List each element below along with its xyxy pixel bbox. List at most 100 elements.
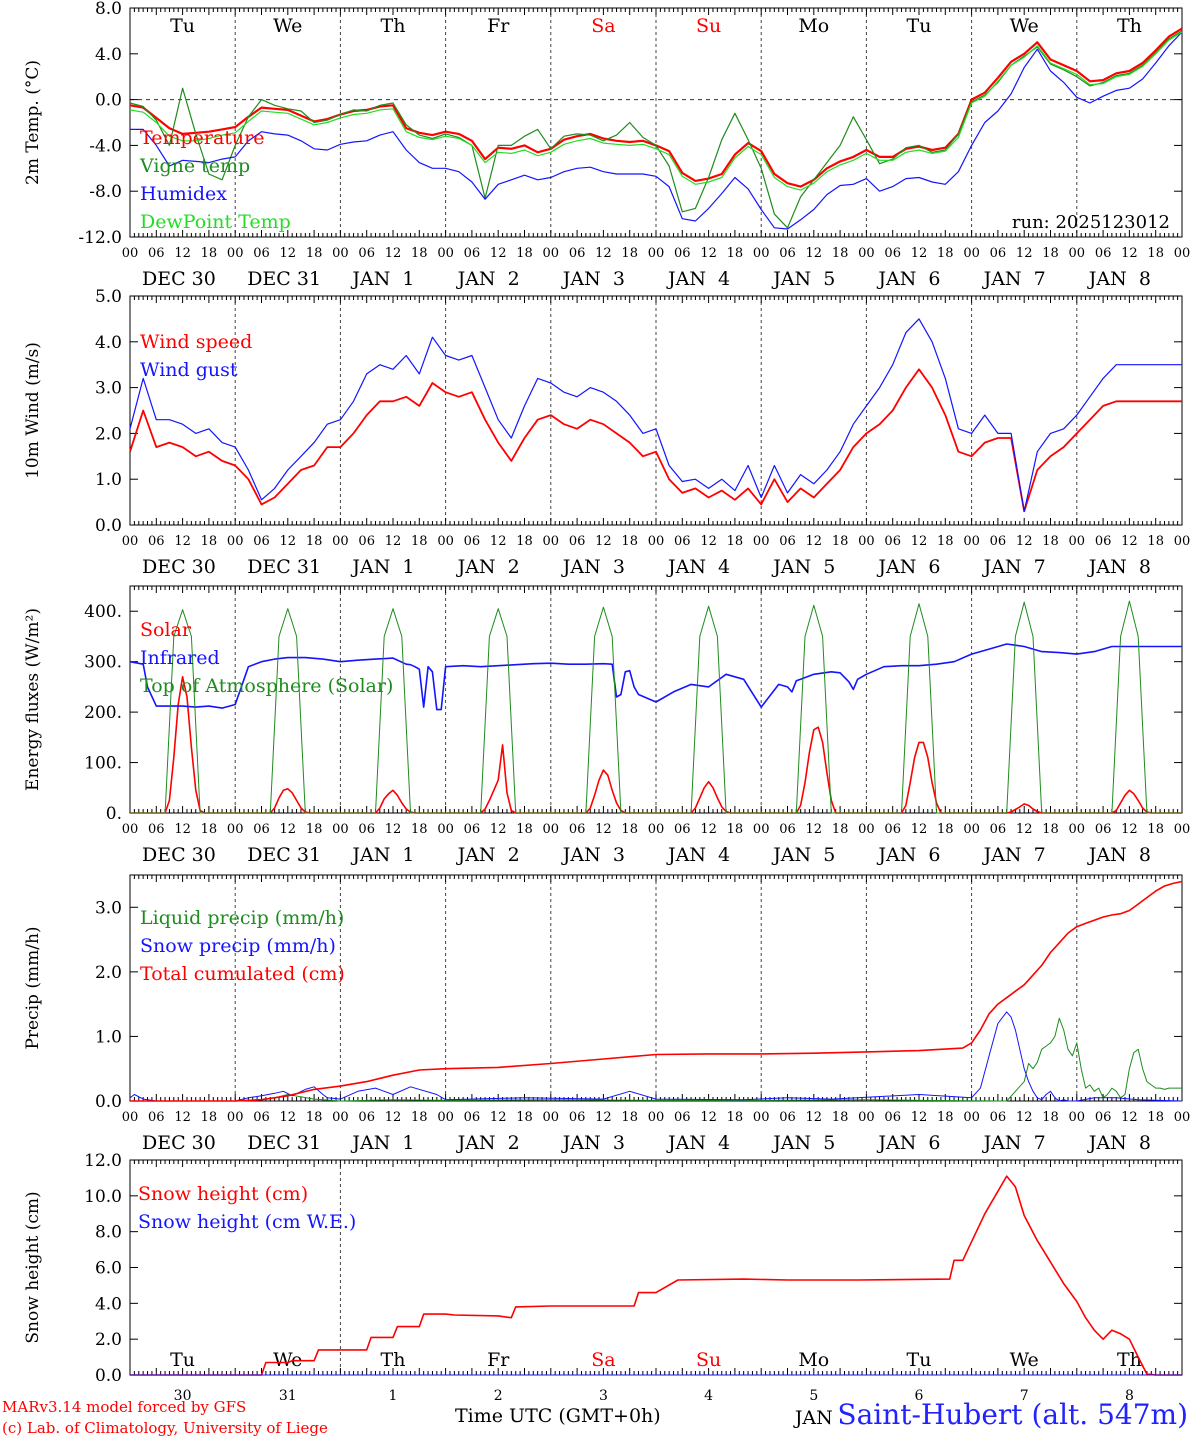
hour-tick-label: 06 bbox=[464, 534, 481, 549]
weekday-label: Th bbox=[381, 1349, 406, 1371]
hour-tick-label: 12 bbox=[595, 1110, 612, 1125]
tick-marks bbox=[129, 8, 1183, 237]
hour-tick-label: 18 bbox=[1042, 1110, 1059, 1125]
legend-entry: Vigne temp bbox=[139, 155, 250, 177]
y-tick-label: 100. bbox=[84, 754, 122, 774]
y-tick-label: 6.0 bbox=[95, 1259, 122, 1279]
hour-tick-label: 06 bbox=[884, 246, 901, 261]
hour-tick-label: 12 bbox=[1121, 1110, 1138, 1125]
series-line bbox=[129, 368, 1182, 513]
hour-tick-label: 00 bbox=[543, 534, 560, 549]
hour-tick-label: 00 bbox=[858, 822, 875, 837]
weekday-label: Th bbox=[381, 15, 406, 37]
hour-tick-label: 00 bbox=[332, 822, 349, 837]
y-tick-label: 400. bbox=[84, 602, 122, 622]
hour-tick-label: 18 bbox=[411, 1110, 428, 1125]
date-label: JAN 4 bbox=[666, 844, 730, 866]
date-label: JAN 8 bbox=[1087, 1132, 1151, 1154]
hour-tick-label: 00 bbox=[648, 1110, 665, 1125]
hour-tick-label: 00 bbox=[963, 1110, 980, 1125]
y-tick-label: -4.0 bbox=[89, 136, 122, 156]
date-label: JAN 6 bbox=[876, 844, 940, 866]
hour-tick-label: 00 bbox=[1069, 1110, 1086, 1125]
date-label: DEC 31 bbox=[247, 1132, 321, 1154]
hour-tick-label: 06 bbox=[569, 1110, 586, 1125]
hour-tick-label: 06 bbox=[674, 822, 691, 837]
y-tick-label: -8.0 bbox=[89, 182, 122, 202]
hour-tick-label: 18 bbox=[621, 246, 638, 261]
y-tick-label: 0.0 bbox=[95, 1092, 122, 1112]
hour-tick-label: 18 bbox=[1147, 1110, 1164, 1125]
hour-tick-label: 18 bbox=[832, 534, 849, 549]
hour-tick-label: 00 bbox=[1069, 822, 1086, 837]
y-tick-label: 200. bbox=[84, 703, 122, 723]
hour-tick-label: 18 bbox=[1042, 246, 1059, 261]
hour-tick-label: 06 bbox=[358, 534, 375, 549]
hour-tick-label: 06 bbox=[1095, 1110, 1112, 1125]
legend-entry: Total cumulated (cm) bbox=[140, 963, 345, 985]
hour-tick-label: 12 bbox=[1121, 822, 1138, 837]
month-label: JAN bbox=[793, 1407, 833, 1429]
hour-tick-label: 06 bbox=[148, 1110, 165, 1125]
date-label: JAN 2 bbox=[456, 556, 520, 578]
hour-tick-label: 18 bbox=[411, 246, 428, 261]
y-tick-label: 1.0 bbox=[95, 1027, 122, 1047]
hour-tick-label: 18 bbox=[937, 246, 954, 261]
panel-wind: 5.0 4.0 3.0 2.0 1.0 0.0 10m Wind (m/s) Wind spe… bbox=[23, 287, 1190, 578]
y-tick-label: 3.0 bbox=[95, 379, 122, 399]
hour-tick-label: 12 bbox=[1016, 246, 1033, 261]
hour-tick-label: 12 bbox=[700, 1110, 717, 1125]
hour-tick-label: 18 bbox=[201, 246, 218, 261]
y-tick-label: 300. bbox=[84, 653, 122, 673]
date-label: JAN 8 bbox=[1087, 844, 1151, 866]
x-axis-title: Time UTC (GMT+0h) bbox=[455, 1405, 661, 1427]
date-label: JAN 1 bbox=[350, 268, 414, 290]
hour-tick-label: 00 bbox=[858, 1110, 875, 1125]
hour-tick-label: 18 bbox=[1147, 246, 1164, 261]
hour-tick-label: 12 bbox=[806, 246, 823, 261]
hour-tick-label: 06 bbox=[884, 822, 901, 837]
hour-tick-label: 00 bbox=[963, 246, 980, 261]
y-tick-label: 2.0 bbox=[95, 1330, 122, 1350]
hour-tick-label: 12 bbox=[174, 246, 191, 261]
panel-temp: 8.0 4.0 0.0 -4.0 -8.0 -12.0 2m Temp. (°C) Tu We T… bbox=[23, 0, 1190, 290]
model-credit: MARv3.14 model forced by GFS bbox=[2, 1398, 247, 1416]
hour-tick-label: 06 bbox=[253, 822, 270, 837]
hour-tick-label: 00 bbox=[858, 246, 875, 261]
day-number-label: 4 bbox=[704, 1388, 713, 1404]
hour-tick-label: 00 bbox=[753, 534, 770, 549]
station-name: Saint-Hubert (alt. 547m) bbox=[837, 1398, 1188, 1431]
y-tick-label: 4.0 bbox=[95, 1294, 122, 1314]
date-label: DEC 31 bbox=[247, 268, 321, 290]
hour-tick-label: 06 bbox=[148, 822, 165, 837]
hour-tick-label: 06 bbox=[1095, 822, 1112, 837]
hour-tick-label: 00 bbox=[122, 534, 139, 549]
hour-tick-label: 12 bbox=[490, 534, 507, 549]
hour-tick-label: 06 bbox=[779, 822, 796, 837]
series-line bbox=[129, 31, 1183, 191]
series-line bbox=[129, 643, 1182, 711]
hour-tick-label: 12 bbox=[1121, 246, 1138, 261]
weekday-label: Tu bbox=[907, 15, 932, 37]
y-tick-label: 2.0 bbox=[95, 963, 122, 983]
weekday-label: Tu bbox=[907, 1349, 932, 1371]
day-number-label: 30 bbox=[174, 1388, 192, 1404]
date-label: DEC 30 bbox=[142, 268, 216, 290]
hour-tick-label: 06 bbox=[674, 534, 691, 549]
y-axis-title: Energy fluxes (W/m²) bbox=[23, 608, 43, 791]
hour-tick-label: 00 bbox=[543, 822, 560, 837]
hour-tick-label: 12 bbox=[280, 246, 297, 261]
hour-tick-label: 00 bbox=[227, 822, 244, 837]
hour-tick-label: 12 bbox=[280, 822, 297, 837]
date-label: DEC 30 bbox=[142, 844, 216, 866]
hour-tick-label: 18 bbox=[201, 1110, 218, 1125]
y-axis-title: 2m Temp. (°C) bbox=[23, 60, 43, 185]
hour-tick-label: 18 bbox=[1147, 822, 1164, 837]
date-label: JAN 7 bbox=[982, 268, 1046, 290]
weekday-label: Tu bbox=[170, 15, 195, 37]
hour-tick-label: 18 bbox=[411, 534, 428, 549]
hour-tick-label: 06 bbox=[569, 246, 586, 261]
legend-entry: Snow precip (mm/h) bbox=[140, 935, 336, 957]
y-tick-label: 3.0 bbox=[95, 898, 122, 918]
y-tick-label: 4.0 bbox=[95, 45, 122, 65]
